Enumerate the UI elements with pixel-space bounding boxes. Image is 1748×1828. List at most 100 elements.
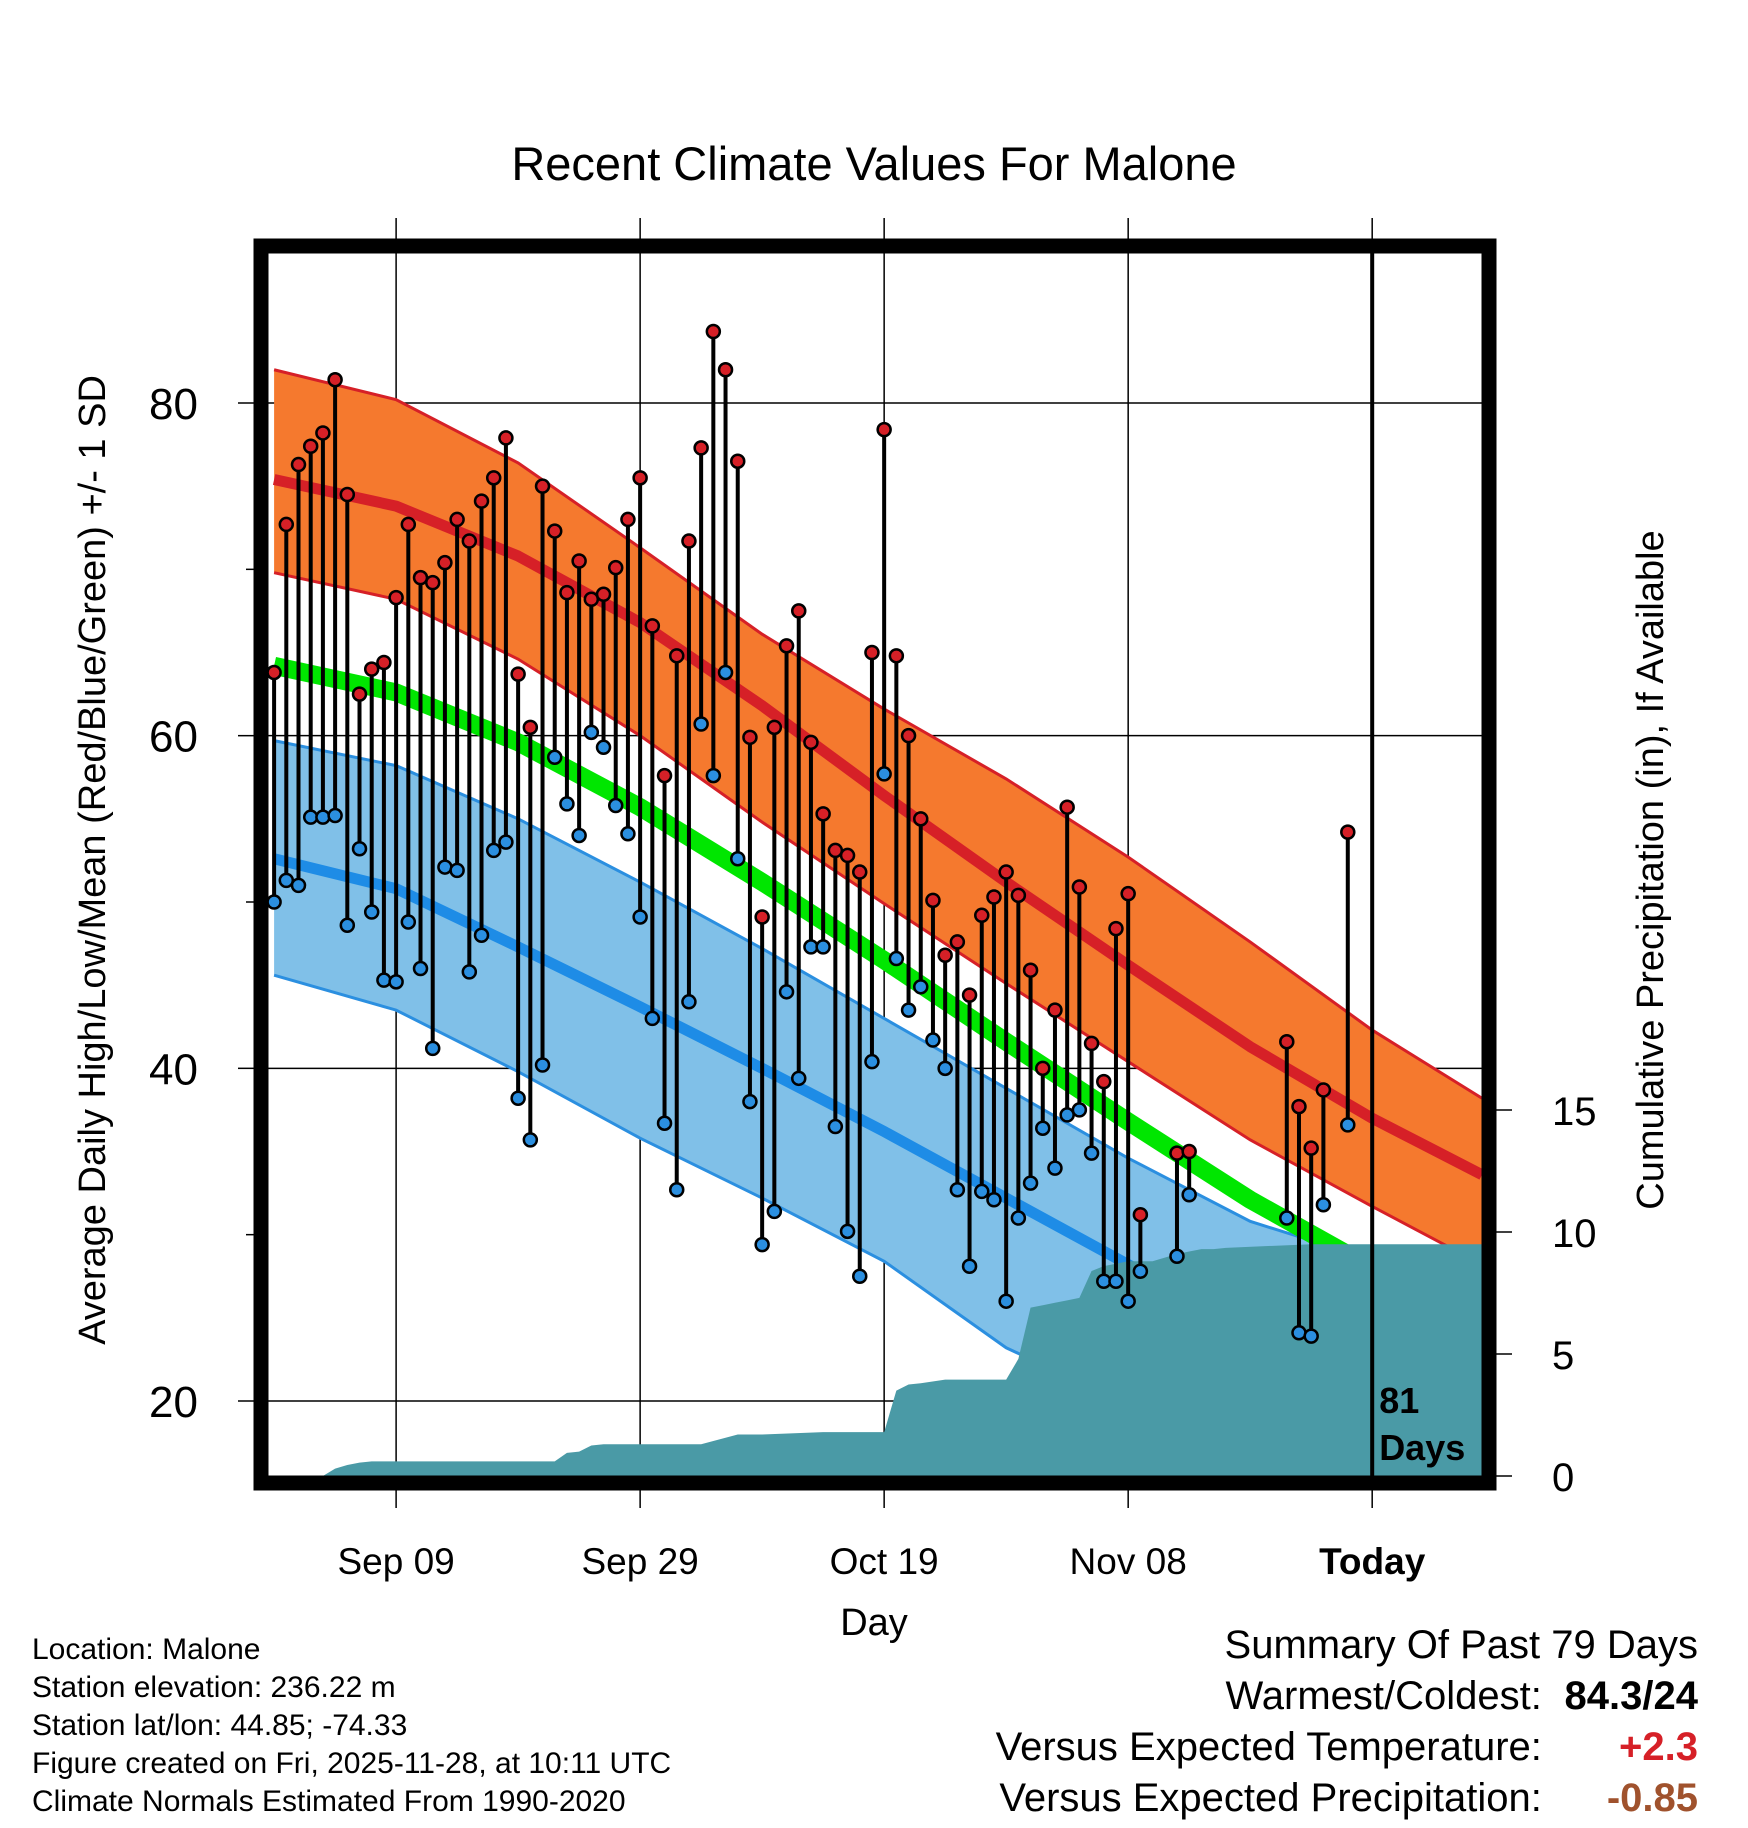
low-point <box>339 917 356 934</box>
low-point <box>778 984 795 1000</box>
high-point <box>388 589 404 606</box>
high-point <box>266 664 282 681</box>
low-point <box>1071 1102 1088 1118</box>
high-point <box>351 686 368 702</box>
y2-tick-label: 10 <box>1552 1212 1597 1256</box>
low-point <box>412 960 429 977</box>
low-point <box>742 1093 758 1110</box>
latlon-text: Station lat/lon: 44.85; -74.33 <box>32 1709 408 1742</box>
x-axis-label: Day <box>840 1602 908 1644</box>
low-point <box>1132 1263 1149 1280</box>
low-point <box>534 1057 551 1073</box>
high-point <box>1291 1098 1307 1115</box>
low-point <box>693 716 709 732</box>
x-tick-label: Oct 19 <box>830 1541 939 1582</box>
high-point <box>851 864 868 880</box>
y2-tick-label: 15 <box>1552 1090 1597 1134</box>
low-point <box>376 972 392 988</box>
high-normal-line <box>272 474 1482 1180</box>
low-point <box>974 1183 990 1200</box>
high-point <box>815 806 831 822</box>
y-tick-label: 60 <box>149 713 198 762</box>
low-point <box>815 939 831 955</box>
high-point <box>363 661 380 677</box>
high-point <box>888 648 905 664</box>
low-point <box>790 1070 807 1087</box>
high-point <box>1303 1140 1319 1156</box>
low-point <box>937 1060 953 1077</box>
low-point <box>827 1118 844 1135</box>
low-point <box>571 827 587 844</box>
plot-area: 81 Days <box>268 253 1482 1476</box>
high-point <box>729 453 746 469</box>
low-point <box>449 862 465 879</box>
low-point <box>351 841 368 857</box>
high-point <box>790 603 807 619</box>
high-point <box>449 511 465 528</box>
high-point <box>534 478 551 494</box>
high-point <box>400 516 417 533</box>
low-point <box>729 851 746 867</box>
low-point <box>1010 1210 1027 1226</box>
high-point <box>1108 920 1124 937</box>
high-point <box>717 361 734 378</box>
low-point <box>766 1203 783 1220</box>
summary-precip-row: Versus Expected Precipitation: -0.85 <box>996 1773 1698 1824</box>
high-point <box>302 438 319 454</box>
high-point <box>668 648 685 664</box>
days-count-label: 81 <box>1379 1380 1419 1421</box>
high-point <box>754 909 770 925</box>
high-point <box>778 638 795 654</box>
low-point <box>559 796 575 812</box>
high-point <box>315 425 331 441</box>
high-point <box>546 523 563 539</box>
low-point <box>1169 1248 1185 1265</box>
high-point <box>1132 1206 1149 1223</box>
summary-panel: Summary Of Past 79 Days Warmest/Coldest:… <box>996 1620 1698 1824</box>
low-point <box>607 797 624 814</box>
temp-value: +2.3 <box>1619 1725 1698 1769</box>
low-point <box>961 1258 978 1275</box>
low-point <box>681 994 697 1010</box>
high-point <box>485 470 502 486</box>
low-point <box>595 739 612 756</box>
x-tick-label: Sep 09 <box>337 1541 454 1582</box>
high-point <box>986 889 1002 905</box>
y2-tick-label: 0 <box>1552 1456 1574 1500</box>
x-tick-label: Nov 08 <box>1070 1541 1187 1582</box>
station-info: Location: Malone Station elevation: 236.… <box>32 1631 671 1821</box>
low-point <box>998 1293 1014 1309</box>
high-point <box>620 511 636 528</box>
y-tick-label: 80 <box>149 380 198 429</box>
high-point <box>900 727 917 744</box>
high-point <box>1279 1033 1295 1050</box>
x-tick-label: Sep 29 <box>581 1541 698 1582</box>
temp-label: Versus Expected Temperature: <box>995 1725 1542 1769</box>
high-point <box>339 486 356 503</box>
low-point <box>668 1182 685 1198</box>
high-point <box>1010 887 1027 904</box>
high-point <box>607 559 624 576</box>
low-point <box>949 1182 966 1198</box>
warmest-value: 84.3/24 <box>1564 1674 1698 1718</box>
low-point <box>986 1191 1002 1208</box>
summary-temp-row: Versus Expected Temperature: +2.3 <box>996 1722 1698 1773</box>
high-point <box>1315 1082 1332 1098</box>
high-point <box>510 666 526 682</box>
high-point <box>937 947 953 963</box>
high-point <box>925 892 941 909</box>
low-point <box>754 1236 770 1253</box>
high-point <box>864 644 880 661</box>
high-point <box>1169 1145 1185 1161</box>
high-point <box>803 734 819 751</box>
high-point <box>998 864 1014 880</box>
high-point <box>681 533 697 549</box>
normals-text: Climate Normals Estimated From 1990-2020 <box>32 1785 626 1818</box>
high-point <box>644 618 661 634</box>
location-text: Location: Malone <box>32 1633 261 1666</box>
low-point <box>510 1090 526 1107</box>
low-point <box>913 979 929 995</box>
low-point <box>717 664 734 681</box>
y-axis-label: Average Daily High/Low/Mean (Red/Blue/Gr… <box>72 375 114 1345</box>
high-point <box>913 811 929 827</box>
